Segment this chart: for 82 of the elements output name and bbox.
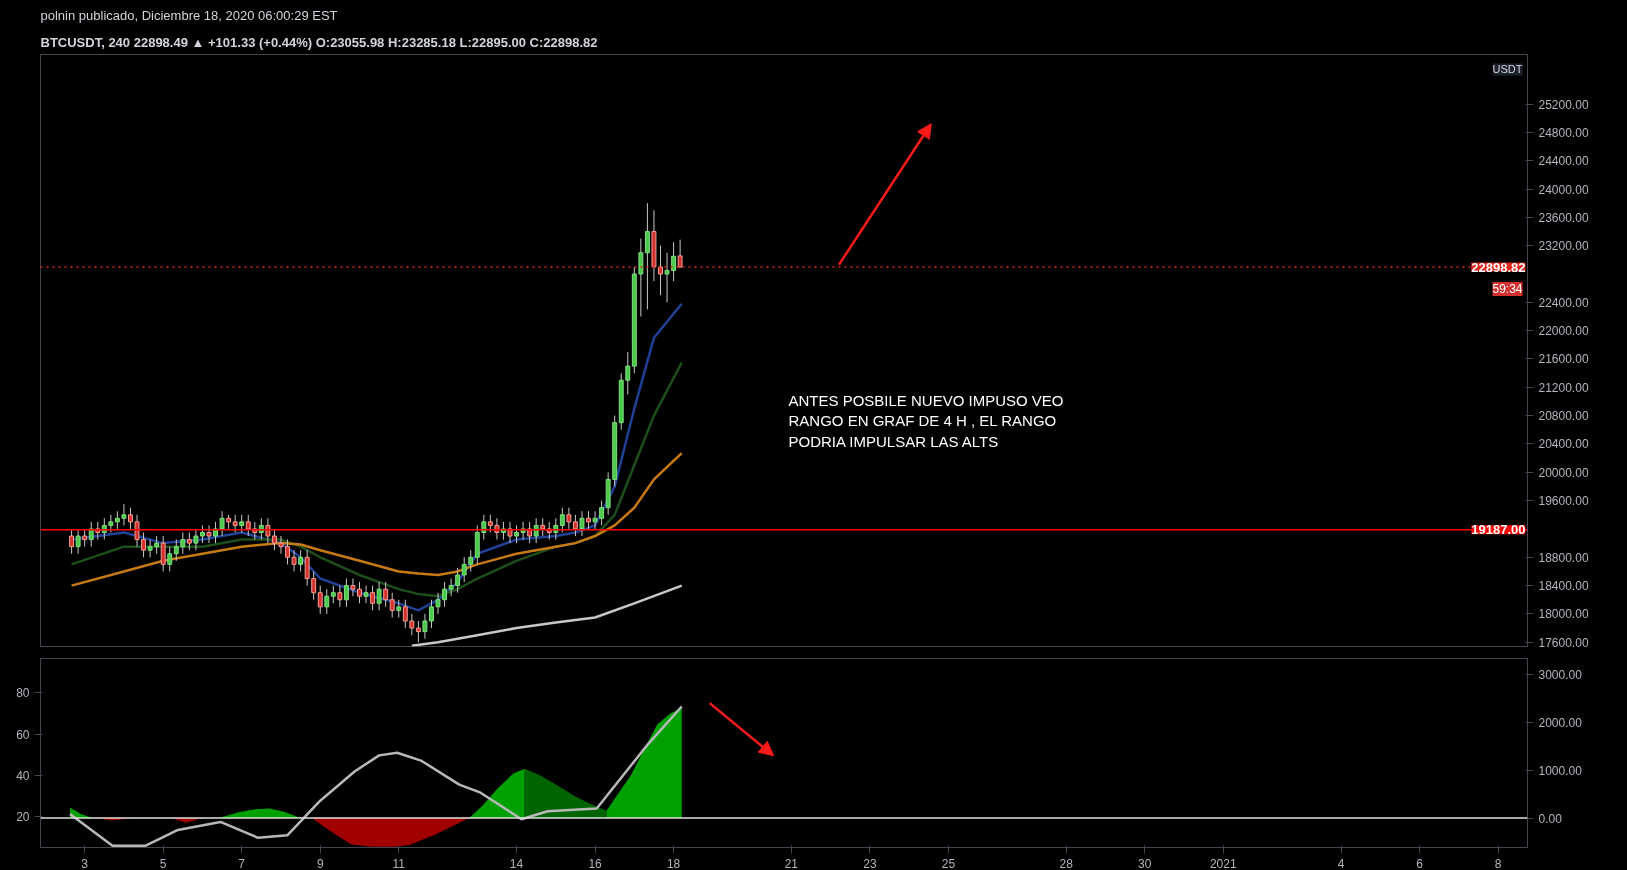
x-tick-label: 23 [863, 856, 877, 870]
y2-tick-label: 0.00 [1538, 811, 1563, 826]
y-tick-label: 25200.00 [1538, 97, 1589, 112]
x-tick-label: 18 [666, 856, 681, 870]
x-tick-label: 4 [1337, 856, 1345, 870]
x-tick-label: 11 [392, 856, 406, 870]
y2-tick-label: 3000.00 [1538, 667, 1583, 682]
y-tick-label: 21200.00 [1538, 380, 1589, 395]
y-tick-label: 23600.00 [1538, 210, 1589, 225]
candlestick [245, 514, 251, 537]
candlestick [160, 535, 166, 572]
candlestick [579, 510, 585, 537]
y-tick-label: 40 [16, 768, 30, 783]
chart-title: polnin publicado, Diciembre 18, 2020 06:00:29 EST [40, 7, 338, 23]
candlestick [409, 613, 415, 636]
x-tick-label: 28 [1059, 856, 1074, 870]
candlestick [370, 585, 376, 611]
candlestick [644, 202, 650, 310]
x-tick-label: 6 [1416, 856, 1424, 870]
y-tick-label: 22000.00 [1538, 324, 1589, 339]
y-tick-label: 80 [16, 686, 30, 701]
annotation: 59:34 [1492, 282, 1523, 297]
candlestick [389, 592, 395, 618]
candlestick [677, 239, 683, 268]
y-tick-label: 21600.00 [1538, 352, 1589, 367]
x-tick-label: 5 [159, 856, 167, 870]
ref-line-label: 22898.82 [1471, 259, 1526, 275]
x-tick-label: 30 [1138, 856, 1152, 870]
y-tick-label: 60 [16, 727, 30, 742]
y-tick-label: 24400.00 [1538, 154, 1589, 169]
y2-tick-label: 2000.00 [1538, 715, 1583, 730]
candlestick [383, 581, 389, 608]
y-tick-label: 20400.00 [1538, 437, 1589, 452]
candlestick [343, 578, 349, 608]
candlestick [638, 238, 644, 318]
y2-tick-label: 1000.00 [1538, 763, 1583, 778]
y-tick-label: 22400.00 [1538, 295, 1589, 310]
candlestick [128, 507, 133, 530]
candlestick [357, 581, 362, 604]
x-tick-label: 16 [588, 856, 603, 870]
candlestick [167, 546, 173, 572]
candlestick [337, 585, 343, 608]
candlestick [75, 528, 81, 555]
x-tick-label: 7 [238, 856, 246, 870]
candlestick [376, 581, 382, 611]
candlestick [363, 585, 369, 604]
line-series [68, 705, 684, 848]
y-tick-label: 24000.00 [1538, 182, 1589, 197]
line-series [410, 584, 684, 647]
y-tick-label: 18400.00 [1538, 579, 1589, 594]
x-tick-label: 25 [941, 856, 956, 870]
y-tick-label: 18800.00 [1538, 550, 1589, 565]
y-tick-label: 19600.00 [1538, 494, 1589, 509]
line-series [70, 451, 684, 587]
y-tick-label: 17600.00 [1538, 635, 1589, 650]
candlestick [69, 528, 75, 555]
y-tick-label: 20000.00 [1538, 465, 1589, 480]
y-tick-label: 18000.00 [1538, 607, 1589, 622]
candlestick [566, 507, 572, 530]
x-tick-label: 14 [509, 856, 524, 870]
x-tick-label: 3 [81, 856, 89, 870]
annotation: ANTES POSBILE NUEVO IMPUSO VEO RANGO EN GRAF DE 4 H , EL RANGO PODRIA IMPULSAR LAS ALTS [788, 391, 1064, 450]
candlestick [298, 549, 304, 572]
candlestick [572, 514, 578, 537]
candlestick [415, 620, 421, 643]
candlestick [206, 524, 212, 544]
x-tick-label: 8 [1494, 856, 1502, 870]
ref-line-label: 19187.00 [1471, 522, 1526, 538]
y-tick-label: 23200.00 [1538, 239, 1589, 254]
y-tick-label: 20 [16, 810, 30, 825]
x-tick-label: 21 [784, 856, 799, 870]
chart-subtitle: BTCUSDT, 240 22898.49 ▲ +101.33 (+0.44%) O:23055.98 H:23285.18 L:22895.00 C:22898.82 [40, 34, 598, 50]
candlestick [317, 585, 323, 615]
y-tick-label: 20800.00 [1538, 409, 1589, 424]
candlestick [559, 507, 565, 533]
candlestick [324, 588, 330, 615]
y-tick-label: 24800.00 [1538, 125, 1589, 140]
candlestick [350, 578, 356, 597]
candlestick [402, 599, 408, 629]
x-tick-label: 2021 [1209, 856, 1237, 870]
x-tick-label: 9 [316, 856, 324, 870]
annotation: USDT [1492, 63, 1523, 76]
